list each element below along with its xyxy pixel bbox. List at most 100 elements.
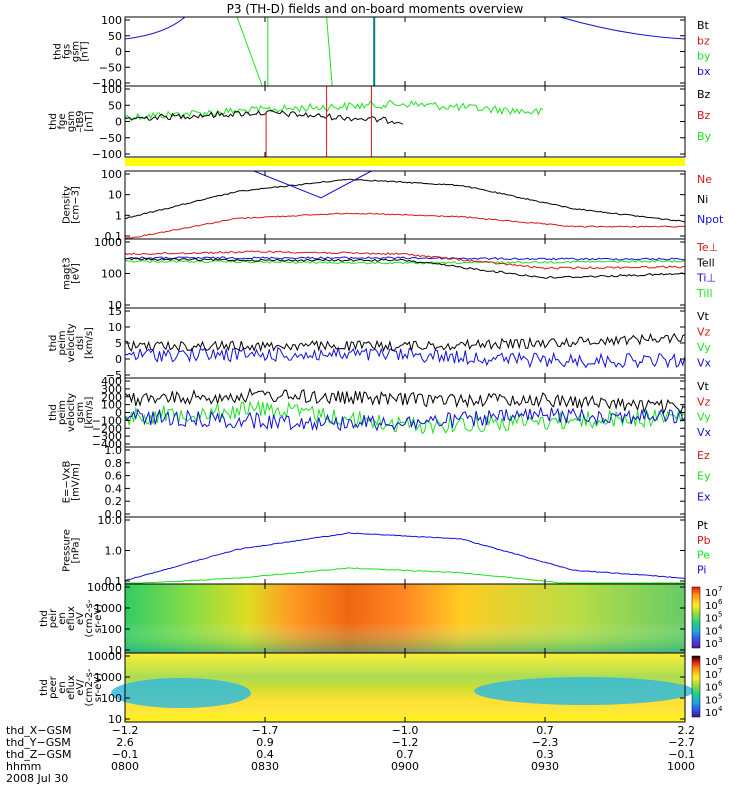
y-tick-label: 400: [101, 375, 122, 388]
legend-entry: bz: [697, 34, 710, 47]
y-axis-label: E=−VxB: [62, 461, 73, 504]
series-by-line: [326, 16, 333, 87]
legend-entry: By: [697, 130, 712, 143]
y-tick-label: 0.1: [105, 575, 123, 588]
y-tick-label: −300: [92, 430, 122, 443]
y-tick-label: 1000: [94, 236, 122, 249]
y-tick-label: 15: [108, 305, 122, 318]
ion-spectrogram-shade: [125, 584, 685, 653]
x-axis-value: 0.4: [256, 748, 274, 761]
y-tick-label: 10: [108, 189, 122, 202]
y-axis-label: Pressure: [62, 529, 73, 572]
y-tick-label: 10.0: [98, 514, 123, 527]
series-Till-line: [124, 259, 686, 265]
x-axis-value: 2.6: [116, 736, 134, 749]
y-tick-label: −5: [106, 369, 122, 382]
legend-entry: Pi: [697, 563, 706, 576]
colorbar-label: 10: [705, 639, 718, 650]
colorbar-exponent: 6: [718, 680, 723, 688]
y-tick-label: 1.0: [105, 444, 123, 457]
x-axis-value: 0.7: [536, 724, 554, 737]
y-tick-label: 0.2: [105, 495, 123, 508]
x-axis-value: −0.1: [668, 748, 695, 761]
y-tick-label: 0.1: [105, 230, 123, 243]
x-axis-value: 0.9: [256, 736, 274, 749]
legend-entry: Vx: [697, 357, 712, 370]
y-axis-label: peim: [57, 400, 68, 425]
panel-frame: [124, 85, 686, 158]
y-axis-label: magt3: [62, 257, 73, 290]
y-axis-label: (cm2-s-: [84, 668, 95, 706]
y-tick-label: −400: [92, 438, 122, 451]
x-axis-row-label: thd_X−GSM: [6, 724, 72, 737]
colorbar-label: 10: [705, 708, 718, 719]
x-axis-value: 0.3: [536, 748, 554, 761]
y-axis-label: (cm2-s-: [84, 599, 95, 637]
colorbar-label: 10: [705, 601, 718, 612]
y-tick-label: 10000: [87, 650, 122, 663]
y-tick-label: 50: [108, 30, 122, 43]
y-axis-label: [cm−3]: [71, 186, 82, 224]
y-axis-label: fgs: [62, 44, 73, 59]
legend-entry: Bt: [697, 19, 710, 32]
series-bx-line: [124, 16, 186, 40]
y-axis-label: eflux: [66, 675, 77, 700]
colorbar-exponent: 4: [718, 705, 723, 713]
y-tick-label: 5: [115, 337, 122, 350]
panel-frame: [124, 377, 686, 448]
plot-title: P3 (TH-D) fields and on-board moments ov…: [226, 2, 524, 16]
y-tick-label: −50: [99, 61, 122, 74]
y-tick-label: 100: [101, 623, 122, 636]
y-tick-label: 1: [115, 209, 122, 222]
x-axis-value: 1000: [667, 760, 695, 773]
colorbar-exponent: 5: [718, 692, 722, 700]
colorbar-exponent: 3: [718, 636, 722, 644]
colorbar-label: 10: [705, 657, 718, 668]
colorbar-exponent: 7: [718, 585, 722, 593]
x-axis-row-label: thd_Z−GSM: [6, 748, 72, 761]
y-axis-label: –tB9: [75, 110, 86, 132]
x-axis-value: −2.3: [532, 736, 559, 749]
y-axis-label: thd: [53, 43, 64, 60]
x-axis-value: −0.1: [112, 748, 139, 761]
legend-entry: Ez: [697, 449, 710, 462]
legend-entry: Ex: [697, 490, 711, 503]
series-Ni-line: [124, 178, 686, 223]
colorbar-exponent: 4: [718, 623, 723, 631]
y-axis-label: sr-eV): [93, 604, 104, 633]
x-axis-row-label: 2008 Jul 30: [6, 772, 68, 785]
y-axis-label: thd: [48, 113, 59, 130]
y-axis-label: [eV]: [71, 263, 82, 284]
panel-frame: [124, 170, 686, 240]
y-axis-label: [km/s]: [84, 327, 95, 359]
series-Ne-line: [125, 212, 686, 239]
y-tick-label: 50: [108, 99, 122, 112]
series-Vy-line: [124, 400, 686, 435]
legend-entry: Vt: [697, 380, 710, 393]
y-axis-label: [nT]: [84, 111, 95, 131]
series-by-line: [236, 16, 263, 87]
electron-spectrogram-blob: [474, 677, 695, 705]
series-Tell-line: [124, 257, 686, 279]
y-axis-label: dsl: [75, 336, 86, 350]
colorbar: [691, 586, 701, 649]
x-axis-value: −2.7: [668, 736, 695, 749]
legend-entry: Vz: [697, 395, 711, 408]
series-Vt-line: [124, 387, 686, 415]
y-axis-label: velocity: [66, 393, 77, 432]
legend-entry: Ni: [697, 193, 708, 206]
colorbar-exponent: 5: [718, 611, 722, 619]
y-axis-label: thd: [48, 335, 59, 352]
legend-entry: Vy: [697, 341, 711, 354]
x-axis-value: −1.2: [392, 736, 419, 749]
y-axis-label: eV/: [75, 679, 86, 696]
series-Te⊥-line: [124, 250, 686, 270]
y-axis-label: fge: [57, 113, 68, 129]
y-tick-label: −100: [92, 414, 122, 427]
y-tick-label: 1000: [94, 671, 122, 684]
colorbar-label: 10: [705, 670, 718, 681]
colorbar-label: 10: [705, 614, 718, 625]
legend-entry: Tell: [696, 256, 715, 269]
yellow-status-bar: [125, 158, 685, 166]
y-axis-label: thd: [48, 404, 59, 421]
